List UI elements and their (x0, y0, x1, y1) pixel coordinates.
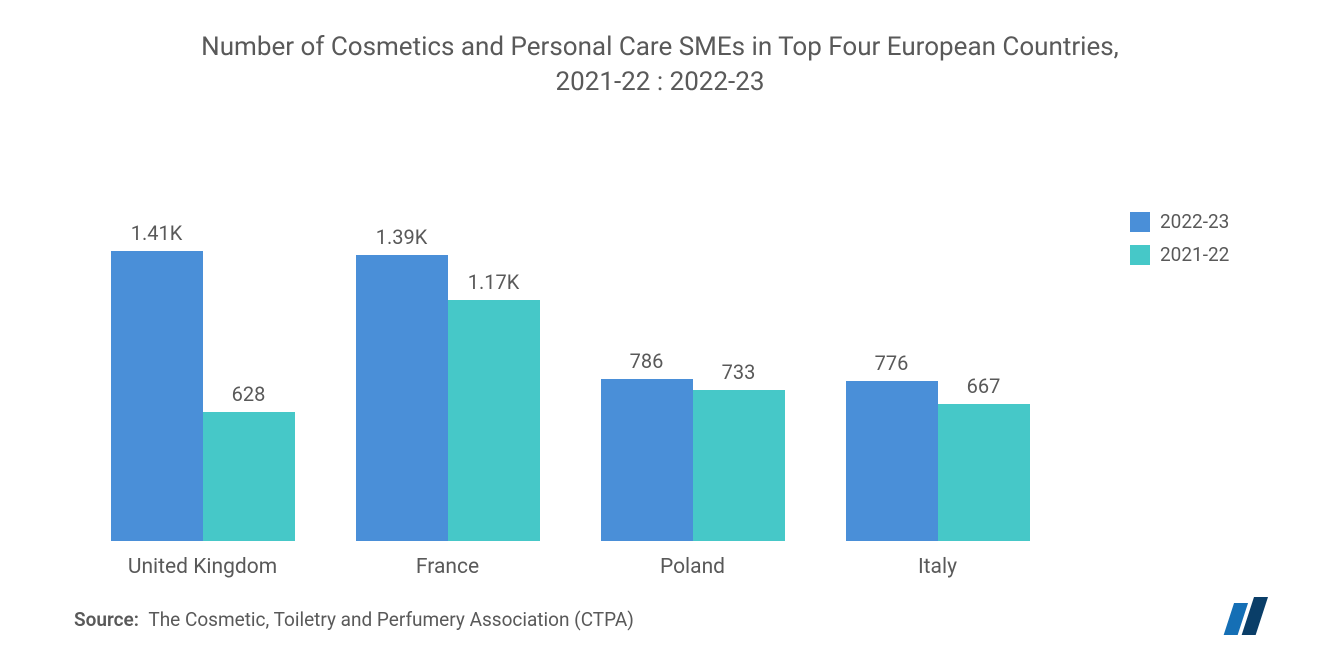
bar-value-label: 733 (722, 360, 756, 384)
bar-group: 1.41K 628 United Kingdom (111, 221, 295, 579)
bar-value-label: 1.39K (376, 225, 428, 249)
bar-wrap: 733 (693, 360, 785, 541)
bar-wrap: 667 (938, 374, 1030, 541)
bar-wrap: 628 (203, 382, 295, 541)
bar-value-label: 786 (630, 349, 664, 373)
bar-value-label: 667 (967, 374, 1001, 398)
brand-logo-icon (1218, 597, 1274, 639)
source-text: The Cosmetic, Toiletry and Perfumery Ass… (148, 608, 633, 631)
plot-area: 1.41K 628 United Kingdom 1.39K 1.17K France 78… (40, 170, 1100, 580)
legend-swatch-icon (1130, 245, 1150, 265)
category-label: Italy (918, 555, 957, 579)
bar-pair: 776 667 (846, 221, 1030, 541)
chart-title: Number of Cosmetics and Personal Care SM… (170, 30, 1150, 100)
category-label: Poland (660, 555, 725, 579)
legend-item-2022-23: 2022-23 (1130, 210, 1280, 233)
legend: 2022-23 2021-22 (1130, 210, 1280, 580)
bar-wrap: 1.41K (111, 221, 203, 541)
bar-wrap: 1.17K (448, 270, 540, 541)
plot-wrap: 1.41K 628 United Kingdom 1.39K 1.17K France 78… (40, 170, 1280, 580)
bar (693, 390, 785, 541)
bar-pair: 1.39K 1.17K (356, 221, 540, 541)
category-label: United Kingdom (128, 555, 277, 579)
legend-item-2021-22: 2021-22 (1130, 243, 1280, 266)
bar-pair: 1.41K 628 (111, 221, 295, 541)
bar-wrap: 1.39K (356, 225, 448, 541)
legend-label: 2022-23 (1160, 210, 1229, 233)
bar-group: 776 667 Italy (846, 221, 1030, 579)
legend-label: 2021-22 (1160, 243, 1229, 266)
bar (846, 381, 938, 541)
bar (938, 404, 1030, 541)
chart-container: Number of Cosmetics and Personal Care SM… (0, 0, 1320, 665)
bar (356, 255, 448, 541)
bar-value-label: 1.17K (468, 270, 520, 294)
category-label: France (416, 555, 479, 579)
bar-group: 1.39K 1.17K France (356, 221, 540, 579)
bar (601, 379, 693, 541)
legend-swatch-icon (1130, 212, 1150, 232)
bar (111, 251, 203, 541)
bar-value-label: 776 (875, 351, 909, 375)
source-prefix: Source: (74, 608, 139, 631)
bar (448, 300, 540, 541)
bar-value-label: 1.41K (131, 221, 183, 245)
bar-wrap: 776 (846, 351, 938, 541)
bar (203, 412, 295, 541)
bar-value-label: 628 (232, 382, 266, 406)
source-line: Source: The Cosmetic, Toiletry and Perfu… (74, 608, 634, 631)
bar-pair: 786 733 (601, 221, 785, 541)
bar-group: 786 733 Poland (601, 221, 785, 579)
bar-wrap: 786 (601, 349, 693, 541)
